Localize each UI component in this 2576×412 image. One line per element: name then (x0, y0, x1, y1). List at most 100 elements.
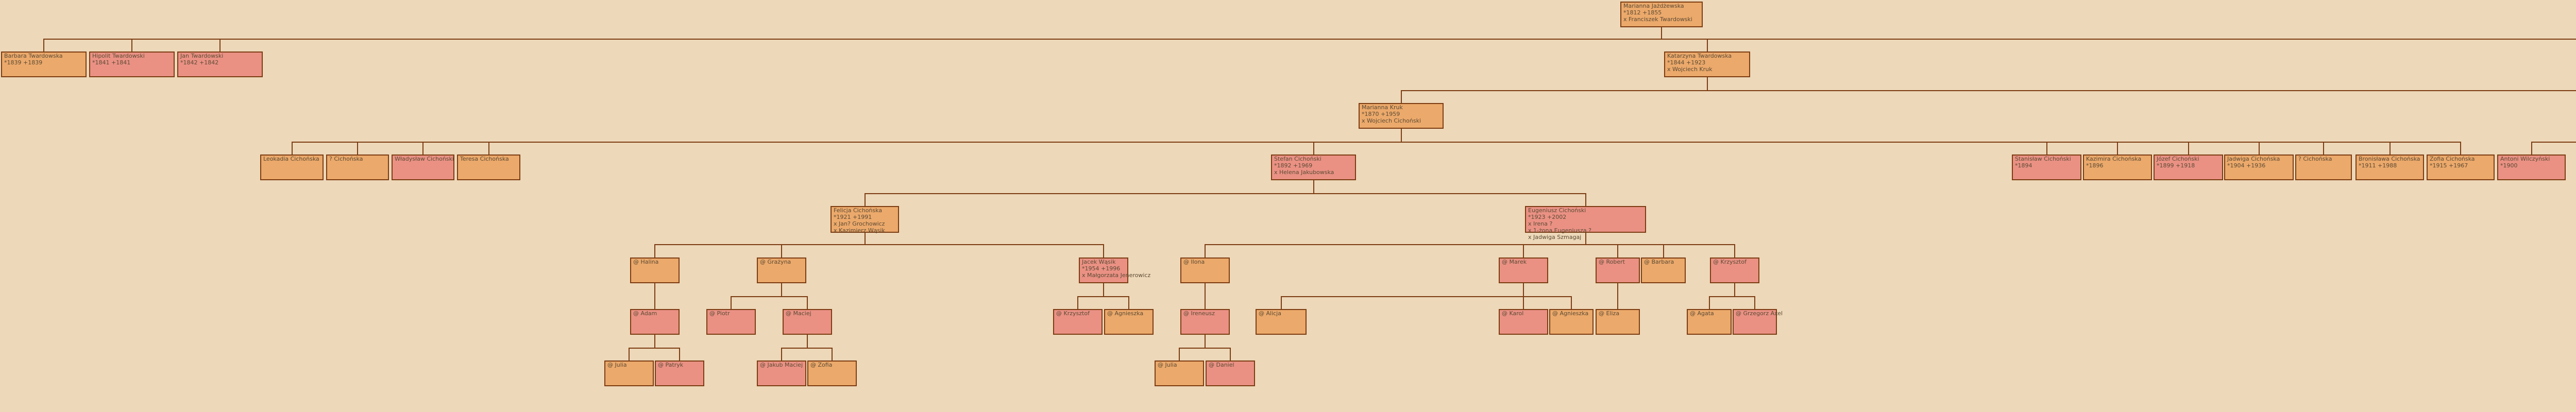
person-detail: *1904 +1936 (2227, 162, 2266, 169)
connector-branch (357, 142, 358, 154)
person-name: Eugeniusz Cichoński (1528, 207, 1586, 214)
person-box-julia1[interactable]: @ Julia (604, 360, 654, 386)
person-box-piotr2[interactable]: @ Piotr (706, 309, 756, 335)
person-box-marek[interactable]: @ Marek (1499, 258, 1548, 283)
person-box-patryk[interactable]: @ Patryk (655, 360, 704, 386)
person-box-eugeniusz_c[interactable]: Eugeniusz Cichoński *1923 +2002 x Irena ? x… (1525, 206, 1646, 241)
person-box-katarzyna_t[interactable]: Katarzyna Twardowska *1844 +1923 x Wojciec… (1664, 52, 1750, 77)
person-box-jan_t[interactable]: Jan Twardowski *1842 +1842 (177, 52, 263, 77)
person-detail: x Irena ? (1528, 220, 1553, 227)
person-box-barbara_t[interactable]: Barbara Twardowska *1839 +1839 (1, 52, 87, 77)
connector-rail (1179, 348, 1231, 349)
person-name: @ Krzysztof (1056, 310, 1090, 317)
person-box-karol[interactable]: @ Karol (1499, 309, 1548, 335)
person-box-agnieszka1[interactable]: @ Agnieszka (1104, 309, 1154, 335)
person-box-stanislaw_c[interactable]: Stanisław Cichoński *1894 (2012, 154, 2081, 180)
connector-rail (865, 193, 1586, 194)
person-box-stefan_c[interactable]: Stefan Cichoński *1892 +1969 x Helena Jaku… (1271, 154, 1356, 180)
person-box-krzysztof2[interactable]: @ Krzysztof (1710, 258, 1759, 283)
person-box-maciej[interactable]: @ Maciej (783, 309, 832, 335)
connector-branch (1707, 39, 1708, 52)
person-name: Zofia Cichońska (2430, 156, 2475, 162)
person-box-julia2[interactable]: @ Julia (1155, 360, 1204, 386)
person-name: Władysław Cichoński (395, 156, 454, 162)
person-name: @ Jakub Maciej (760, 362, 803, 368)
person-box-nn_c1[interactable]: ? Cichońska (326, 154, 389, 180)
person-name: @ Eliza (1599, 310, 1620, 317)
person-name: Teresa Cichońska (460, 156, 509, 162)
person-box-jozef_c[interactable]: Józef Cichoński *1899 +1918 (2154, 154, 2223, 180)
connector-drop (1661, 27, 1662, 39)
person-box-halina[interactable]: @ Halina (630, 258, 680, 283)
person-name: @ Ireneusz (1183, 310, 1215, 317)
person-box-grazyna[interactable]: @ Grażyna (757, 258, 806, 283)
person-box-krzysztof1[interactable]: @ Krzysztof (1053, 309, 1103, 335)
person-detail: *1900 (2500, 162, 2518, 169)
person-detail: x Wojciech Kruk (1667, 65, 1713, 73)
person-box-zofia2[interactable]: @ Zofia (807, 360, 857, 386)
person-box-hipolit_t[interactable]: Hipolit Twardowski *1841 +1841 (89, 52, 175, 77)
person-box-grzegorz_axel[interactable]: @ Grzegorz Axel (1733, 309, 1783, 335)
person-box-nn_c2[interactable]: ? Cichońska (2295, 154, 2352, 180)
person-box-leokadia_c[interactable]: Leokadia Cichońska (260, 154, 324, 180)
person-name: ? Cichońska (2298, 156, 2332, 162)
person-box-daniel[interactable]: @ Daniel (1206, 360, 1255, 386)
person-name: ? Cichońska (329, 156, 363, 162)
person-box-robert[interactable]: @ Robert (1596, 258, 1640, 283)
person-box-wladyslaw_c[interactable]: Władysław Cichoński (392, 154, 454, 180)
person-box-jakub_maciej[interactable]: @ Jakub Maciej (757, 360, 806, 386)
person-box-teresa_c[interactable]: Teresa Cichońska (457, 154, 520, 180)
connector-drop (1313, 180, 1314, 193)
connector-branch (292, 142, 293, 154)
connector-branch (1128, 296, 1129, 309)
person-name: Jan Twardowski (180, 53, 224, 59)
connector-branch (2460, 142, 2461, 154)
person-name: Leokadia Cichońska (263, 156, 319, 162)
person-box-felicja_c[interactable]: Felicja Cichońska *1921 +1991 x Jan? Groch… (831, 206, 899, 234)
connector-rail (1077, 296, 1129, 297)
person-box-barbara2[interactable]: @ Barbara (1641, 258, 1686, 283)
person-detail: x Kazimierz Wąsik (834, 227, 885, 234)
person-box-antoni_w[interactable]: Antoni Wilczyński *1900 (2497, 154, 2566, 180)
connector-branch (781, 348, 782, 360)
person-name: @ Krzysztof (1713, 259, 1747, 265)
connector-branch (781, 244, 782, 258)
person-box-marianna_k[interactable]: Marianna Kruk *1870 +1959 x Wojciech Cicho… (1359, 103, 1444, 129)
connector-drop (1401, 129, 1402, 142)
person-box-adam[interactable]: @ Adam (630, 309, 680, 335)
person-detail: *1894 (2015, 162, 2032, 169)
person-detail: *1844 +1923 (1667, 59, 1706, 66)
connector-branch (654, 244, 655, 258)
connector-branch (1617, 244, 1618, 258)
connector-branch (1313, 142, 1314, 154)
person-name: @ Zofia (810, 362, 833, 368)
person-box-agnieszka2[interactable]: @ Agnieszka (1549, 309, 1594, 335)
person-box-bronislawa_c[interactable]: Bronisława Cichońska *1911 +1988 (2355, 154, 2424, 180)
person-box-ireneusz[interactable]: @ Ireneusz (1180, 309, 1230, 335)
connector-branch (2389, 142, 2391, 154)
person-box-agata[interactable]: @ Agata (1687, 309, 1732, 335)
person-box-marianna_j[interactable]: Marianna Jażdżewska *1812 +1855 x Francisz… (1620, 2, 1703, 27)
connector-rail (292, 142, 2461, 143)
connector-rail (1709, 296, 1755, 297)
person-name: @ Piotr (709, 310, 730, 317)
person-detail: *1899 +1918 (2157, 162, 2195, 169)
connector-branch (2531, 142, 2532, 154)
connector-branch (488, 142, 489, 154)
connector-branch (1523, 244, 1524, 258)
connector-drop (1734, 283, 1735, 296)
person-box-zofia_c[interactable]: Zofia Cichońska *1915 +1967 (2427, 154, 2495, 180)
connector-rail (43, 39, 2576, 40)
person-box-alicja[interactable]: @ Alicja (1256, 309, 1307, 335)
person-name: @ Halina (633, 259, 659, 265)
person-box-kazimira_c[interactable]: Kazimira Cichońska *1896 (2083, 154, 2152, 180)
person-box-eliza[interactable]: @ Eliza (1596, 309, 1640, 335)
connector-drop (1523, 283, 1524, 296)
person-box-jacek_w[interactable]: Jacek Wąsik *1954 +1996 x Małgorzata Jener… (1079, 258, 1150, 283)
connector-branch (1663, 244, 1664, 258)
person-box-jadwiga_c[interactable]: Jadwiga Cichońska *1904 +1936 (2224, 154, 2294, 180)
person-name: @ Grzegorz Axel (1736, 310, 1783, 317)
person-name: Marianna Kruk (1362, 104, 1403, 111)
person-box-ilona[interactable]: @ Ilona (1180, 258, 1230, 283)
connector-branch (1179, 348, 1180, 360)
